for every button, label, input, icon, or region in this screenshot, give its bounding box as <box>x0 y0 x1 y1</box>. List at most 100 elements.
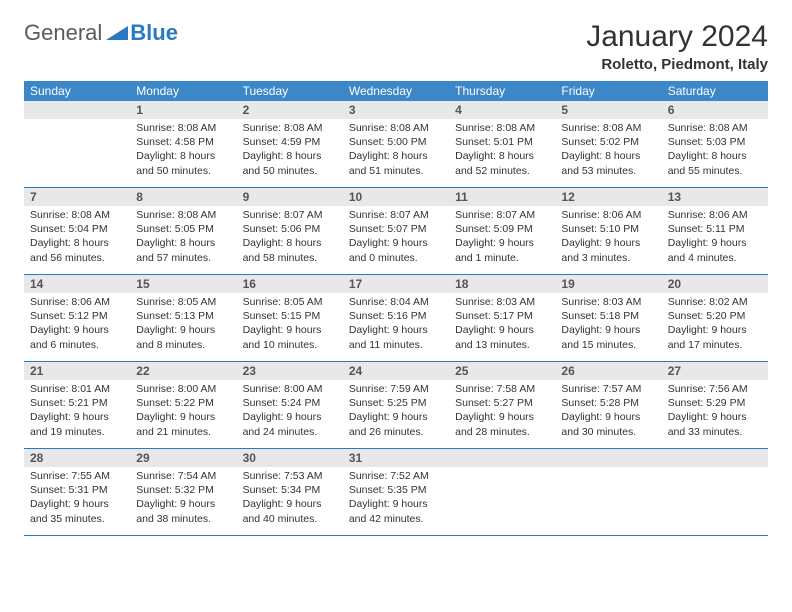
week-row: 14Sunrise: 8:06 AMSunset: 5:12 PMDayligh… <box>24 274 768 361</box>
sunrise-text: Sunrise: 8:06 AM <box>668 208 762 222</box>
day-number <box>555 449 661 467</box>
day-info: Sunrise: 8:03 AMSunset: 5:18 PMDaylight:… <box>555 293 661 352</box>
day-number: 8 <box>130 188 236 206</box>
daylight-text: Daylight: 9 hours and 15 minutes. <box>561 323 655 351</box>
daylight-text: Daylight: 9 hours and 40 minutes. <box>243 497 337 525</box>
calendar: SundayMondayTuesdayWednesdayThursdayFrid… <box>24 81 768 536</box>
sunset-text: Sunset: 5:16 PM <box>349 309 443 323</box>
day-number: 14 <box>24 275 130 293</box>
day-number: 1 <box>130 101 236 119</box>
sunrise-text: Sunrise: 8:03 AM <box>561 295 655 309</box>
day-info: Sunrise: 8:08 AMSunset: 5:01 PMDaylight:… <box>449 119 555 178</box>
day-cell: 8Sunrise: 8:08 AMSunset: 5:05 PMDaylight… <box>130 188 236 274</box>
day-info: Sunrise: 7:59 AMSunset: 5:25 PMDaylight:… <box>343 380 449 439</box>
sunrise-text: Sunrise: 8:01 AM <box>30 382 124 396</box>
sunset-text: Sunset: 5:15 PM <box>243 309 337 323</box>
header: General Blue January 2024 Roletto, Piedm… <box>24 20 768 73</box>
logo: General Blue <box>24 20 178 46</box>
daylight-text: Daylight: 8 hours and 53 minutes. <box>561 149 655 177</box>
sunset-text: Sunset: 5:28 PM <box>561 396 655 410</box>
daylight-text: Daylight: 8 hours and 50 minutes. <box>243 149 337 177</box>
day-number: 2 <box>237 101 343 119</box>
sunset-text: Sunset: 5:12 PM <box>30 309 124 323</box>
day-cell: 10Sunrise: 8:07 AMSunset: 5:07 PMDayligh… <box>343 188 449 274</box>
day-number <box>449 449 555 467</box>
day-number: 28 <box>24 449 130 467</box>
daylight-text: Daylight: 8 hours and 50 minutes. <box>136 149 230 177</box>
title-block: January 2024 Roletto, Piedmont, Italy <box>586 20 768 73</box>
sunset-text: Sunset: 5:18 PM <box>561 309 655 323</box>
day-cell: 3Sunrise: 8:08 AMSunset: 5:00 PMDaylight… <box>343 101 449 187</box>
sunrise-text: Sunrise: 7:59 AM <box>349 382 443 396</box>
day-number: 27 <box>662 362 768 380</box>
daylight-text: Daylight: 9 hours and 19 minutes. <box>30 410 124 438</box>
logo-text-general: General <box>24 20 102 46</box>
day-number <box>24 101 130 119</box>
day-cell: 14Sunrise: 8:06 AMSunset: 5:12 PMDayligh… <box>24 275 130 361</box>
day-cell: 7Sunrise: 8:08 AMSunset: 5:04 PMDaylight… <box>24 188 130 274</box>
day-cell: 9Sunrise: 8:07 AMSunset: 5:06 PMDaylight… <box>237 188 343 274</box>
day-info: Sunrise: 8:04 AMSunset: 5:16 PMDaylight:… <box>343 293 449 352</box>
day-number: 10 <box>343 188 449 206</box>
day-number: 12 <box>555 188 661 206</box>
day-number: 25 <box>449 362 555 380</box>
sunset-text: Sunset: 5:02 PM <box>561 135 655 149</box>
day-cell: 19Sunrise: 8:03 AMSunset: 5:18 PMDayligh… <box>555 275 661 361</box>
sunrise-text: Sunrise: 8:07 AM <box>455 208 549 222</box>
day-number: 20 <box>662 275 768 293</box>
daylight-text: Daylight: 9 hours and 4 minutes. <box>668 236 762 264</box>
week-row: 1Sunrise: 8:08 AMSunset: 4:58 PMDaylight… <box>24 101 768 187</box>
day-cell: 5Sunrise: 8:08 AMSunset: 5:02 PMDaylight… <box>555 101 661 187</box>
daylight-text: Daylight: 9 hours and 13 minutes. <box>455 323 549 351</box>
day-info: Sunrise: 8:02 AMSunset: 5:20 PMDaylight:… <box>662 293 768 352</box>
sunset-text: Sunset: 5:06 PM <box>243 222 337 236</box>
sunset-text: Sunset: 4:59 PM <box>243 135 337 149</box>
day-cell <box>24 101 130 187</box>
triangle-icon <box>106 22 128 45</box>
sunrise-text: Sunrise: 8:06 AM <box>30 295 124 309</box>
sunset-text: Sunset: 5:20 PM <box>668 309 762 323</box>
day-number: 13 <box>662 188 768 206</box>
day-number: 15 <box>130 275 236 293</box>
day-info: Sunrise: 8:08 AMSunset: 5:04 PMDaylight:… <box>24 206 130 265</box>
day-cell: 11Sunrise: 8:07 AMSunset: 5:09 PMDayligh… <box>449 188 555 274</box>
sunset-text: Sunset: 4:58 PM <box>136 135 230 149</box>
daylight-text: Daylight: 9 hours and 33 minutes. <box>668 410 762 438</box>
sunrise-text: Sunrise: 8:08 AM <box>668 121 762 135</box>
daylight-text: Daylight: 9 hours and 28 minutes. <box>455 410 549 438</box>
day-number: 17 <box>343 275 449 293</box>
sunset-text: Sunset: 5:09 PM <box>455 222 549 236</box>
day-info: Sunrise: 8:06 AMSunset: 5:12 PMDaylight:… <box>24 293 130 352</box>
sunset-text: Sunset: 5:35 PM <box>349 483 443 497</box>
sunset-text: Sunset: 5:05 PM <box>136 222 230 236</box>
week-row: 28Sunrise: 7:55 AMSunset: 5:31 PMDayligh… <box>24 448 768 535</box>
day-cell: 2 Sunrise: 8:08 AMSunset: 4:59 PMDaylight… <box>237 101 343 187</box>
daylight-text: Daylight: 9 hours and 0 minutes. <box>349 236 443 264</box>
day-info: Sunrise: 7:56 AMSunset: 5:29 PMDaylight:… <box>662 380 768 439</box>
daylight-text: Daylight: 9 hours and 21 minutes. <box>136 410 230 438</box>
day-info: Sunrise: 7:58 AMSunset: 5:27 PMDaylight:… <box>449 380 555 439</box>
sunset-text: Sunset: 5:29 PM <box>668 396 762 410</box>
day-cell: 15Sunrise: 8:05 AMSunset: 5:13 PMDayligh… <box>130 275 236 361</box>
daylight-text: Daylight: 8 hours and 56 minutes. <box>30 236 124 264</box>
day-info: Sunrise: 7:54 AMSunset: 5:32 PMDaylight:… <box>130 467 236 526</box>
day-cell: 17Sunrise: 8:04 AMSunset: 5:16 PMDayligh… <box>343 275 449 361</box>
day-info: Sunrise: 8:05 AMSunset: 5:13 PMDaylight:… <box>130 293 236 352</box>
sunrise-text: Sunrise: 8:08 AM <box>243 121 337 135</box>
sunset-text: Sunset: 5:17 PM <box>455 309 549 323</box>
day-info: Sunrise: 8:06 AMSunset: 5:10 PMDaylight:… <box>555 206 661 265</box>
sunrise-text: Sunrise: 8:00 AM <box>136 382 230 396</box>
day-info: Sunrise: 7:57 AMSunset: 5:28 PMDaylight:… <box>555 380 661 439</box>
day-cell: 13Sunrise: 8:06 AMSunset: 5:11 PMDayligh… <box>662 188 768 274</box>
day-number: 3 <box>343 101 449 119</box>
day-number: 31 <box>343 449 449 467</box>
logo-text-blue: Blue <box>130 20 178 46</box>
weekday-header: Friday <box>555 81 661 101</box>
sunrise-text: Sunrise: 7:52 AM <box>349 469 443 483</box>
day-cell: 24Sunrise: 7:59 AMSunset: 5:25 PMDayligh… <box>343 362 449 448</box>
sunrise-text: Sunrise: 8:08 AM <box>30 208 124 222</box>
daylight-text: Daylight: 8 hours and 51 minutes. <box>349 149 443 177</box>
daylight-text: Daylight: 9 hours and 11 minutes. <box>349 323 443 351</box>
day-info: Sunrise: 8:07 AMSunset: 5:07 PMDaylight:… <box>343 206 449 265</box>
daylight-text: Daylight: 8 hours and 55 minutes. <box>668 149 762 177</box>
